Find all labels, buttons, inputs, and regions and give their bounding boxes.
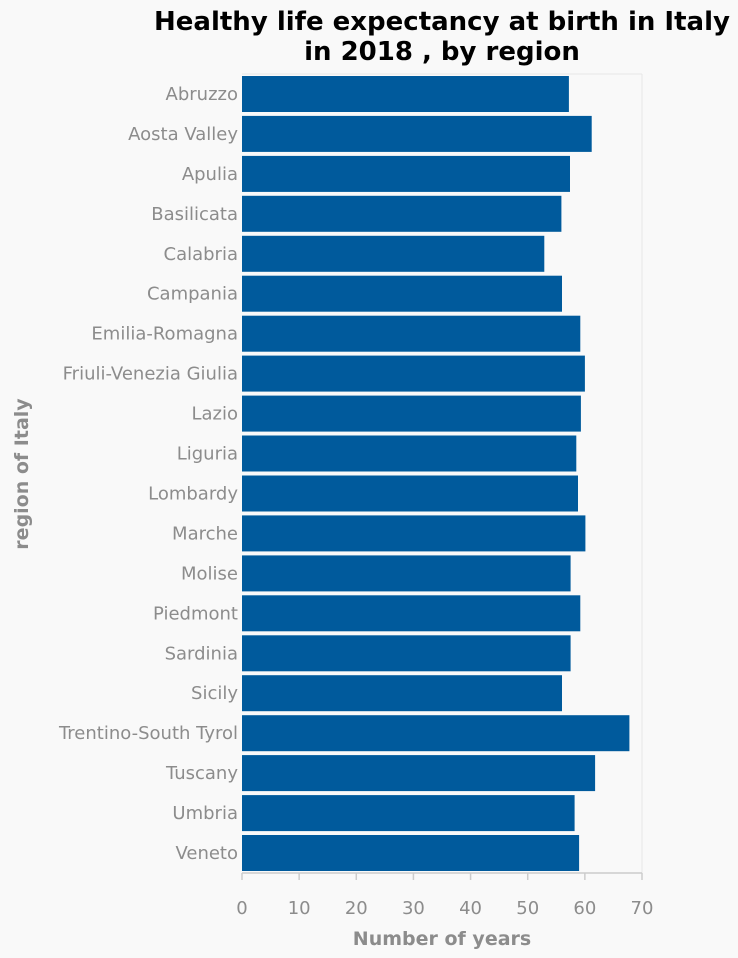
chart-title-line-1: Healthy life expectancy at birth in Ital… <box>154 7 730 37</box>
bar-campania <box>242 275 562 312</box>
x-axis-ticks: 0 10 20 30 40 50 60 70 <box>236 873 653 919</box>
bar-veneto <box>242 835 580 871</box>
bar-emilia-romagna <box>242 315 581 352</box>
y-tick-label: Sardinia <box>165 643 238 664</box>
x-tick-label: 0 <box>236 898 247 919</box>
y-tick-label: Basilicata <box>151 204 238 225</box>
bars-layer <box>242 76 630 871</box>
y-axis-title: region of Italy <box>11 398 33 550</box>
x-tick-label: 40 <box>459 898 482 919</box>
y-tick-label: Friuli-Venezia Giulia <box>63 364 238 385</box>
bar-friuli-venezia-giulia <box>242 355 585 392</box>
x-tick-label: 70 <box>631 898 654 919</box>
x-tick-label: 30 <box>402 898 425 919</box>
bar-liguria <box>242 435 577 472</box>
y-tick-label: Sicily <box>191 683 238 704</box>
y-tick-label: Trentino-South Tyrol <box>58 723 238 744</box>
y-tick-label: Campania <box>147 284 238 305</box>
x-tick-label: 60 <box>573 898 596 919</box>
bar-marche <box>242 515 586 552</box>
bar-tuscany <box>242 755 596 792</box>
bar-umbria <box>242 795 575 832</box>
y-tick-label: Tuscany <box>165 763 238 784</box>
plot-frame <box>242 73 643 874</box>
x-axis-title: Number of years <box>353 928 531 950</box>
y-tick-label: Liguria <box>177 444 238 465</box>
x-tick-label: 50 <box>516 898 539 919</box>
y-tick-label: Lombardy <box>148 484 238 505</box>
bar-molise <box>242 555 571 592</box>
y-tick-label: Umbria <box>172 803 238 824</box>
y-tick-label: Aosta Valley <box>128 124 238 145</box>
bar-aosta-valley <box>242 115 592 152</box>
y-tick-label: Molise <box>181 563 238 584</box>
bar-lombardy <box>242 475 578 512</box>
y-tick-label: Marche <box>172 523 238 544</box>
bar-basilicata <box>242 195 562 232</box>
y-tick-label: Calabria <box>164 244 239 265</box>
bar-abruzzo <box>242 76 569 112</box>
x-tick-label: 20 <box>345 898 368 919</box>
y-tick-label: Veneto <box>175 843 238 864</box>
y-tick-label: Abruzzo <box>166 84 238 105</box>
bar-apulia <box>242 155 570 192</box>
bar-lazio <box>242 395 581 432</box>
bar-sicily <box>242 675 562 712</box>
bar-sardinia <box>242 635 571 672</box>
y-tick-label: Emilia-Romagna <box>91 324 238 345</box>
y-tick-label: Piedmont <box>153 603 238 624</box>
chart-title-line-2: in 2018 , by region <box>304 37 580 67</box>
x-tick-label: 10 <box>288 898 311 919</box>
bar-trentino-south-tyrol <box>242 715 630 752</box>
y-tick-label: Lazio <box>191 404 238 425</box>
bar-calabria <box>242 235 545 272</box>
bar-piedmont <box>242 595 581 632</box>
y-tick-label: Apulia <box>182 164 238 185</box>
y-axis-labels: Abruzzo Aosta Valley Apulia Basilicata Calab… <box>58 84 238 864</box>
